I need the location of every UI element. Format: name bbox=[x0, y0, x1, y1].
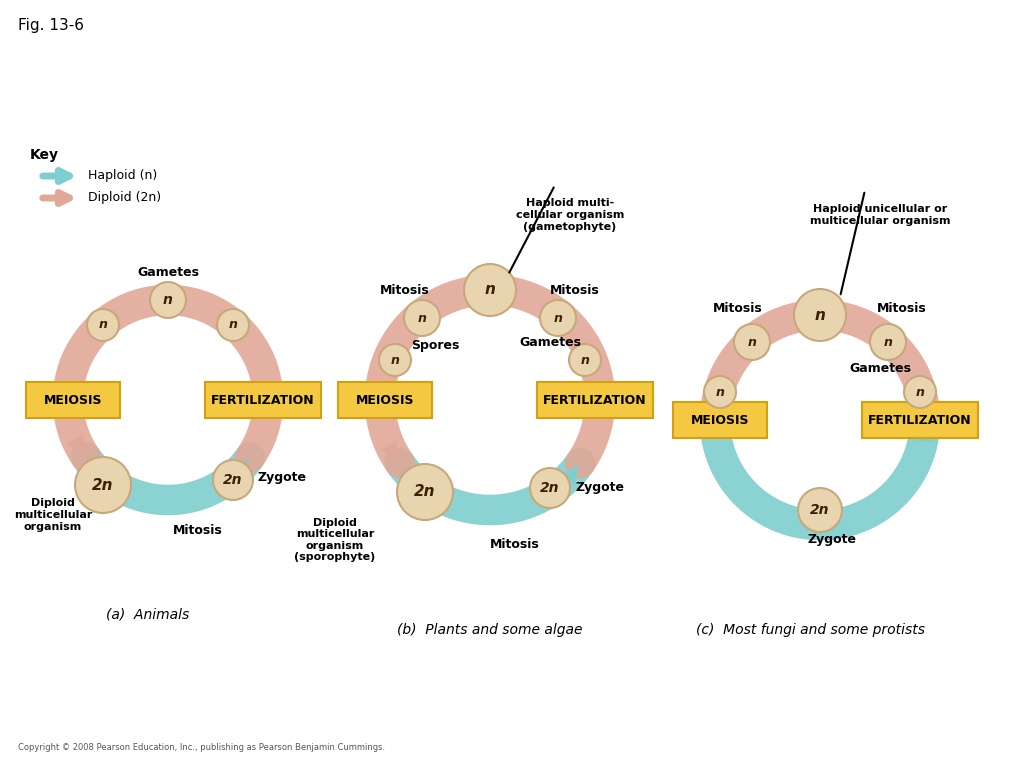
Circle shape bbox=[404, 300, 440, 336]
Circle shape bbox=[397, 464, 453, 520]
Text: MEIOSIS: MEIOSIS bbox=[44, 393, 102, 406]
Circle shape bbox=[904, 376, 936, 408]
Text: Spores: Spores bbox=[411, 339, 459, 352]
Text: n: n bbox=[748, 336, 757, 349]
FancyBboxPatch shape bbox=[338, 382, 432, 418]
FancyBboxPatch shape bbox=[205, 382, 321, 418]
FancyBboxPatch shape bbox=[673, 402, 767, 438]
Circle shape bbox=[734, 324, 770, 360]
Text: n: n bbox=[814, 307, 825, 323]
Text: Gametes: Gametes bbox=[849, 362, 911, 375]
Circle shape bbox=[705, 376, 736, 408]
Text: (c)  Most fungi and some protists: (c) Most fungi and some protists bbox=[695, 623, 925, 637]
Text: Haploid (n): Haploid (n) bbox=[88, 170, 158, 183]
Text: n: n bbox=[163, 293, 173, 307]
Text: 2n: 2n bbox=[810, 503, 829, 517]
Text: (a)  Animals: (a) Animals bbox=[106, 608, 189, 622]
Text: Diploid
multicellular
organism
(sporophyte): Diploid multicellular organism (sporophy… bbox=[294, 518, 376, 562]
Text: n: n bbox=[716, 386, 724, 399]
Text: Zygote: Zygote bbox=[808, 534, 856, 547]
Text: Haploid multi-
cellular organism
(gametophyte): Haploid multi- cellular organism (gameto… bbox=[516, 198, 625, 232]
Text: Diploid
multicellular
organism: Diploid multicellular organism bbox=[13, 498, 92, 531]
Text: Mitosis: Mitosis bbox=[490, 538, 540, 551]
Text: Mitosis: Mitosis bbox=[380, 283, 430, 296]
Text: 2n: 2n bbox=[415, 485, 436, 499]
Text: Diploid (2n): Diploid (2n) bbox=[88, 191, 161, 204]
Text: n: n bbox=[484, 283, 496, 297]
Text: MEIOSIS: MEIOSIS bbox=[355, 393, 415, 406]
Text: Gametes: Gametes bbox=[519, 336, 581, 349]
Text: Zygote: Zygote bbox=[258, 472, 307, 485]
Text: n: n bbox=[228, 319, 238, 332]
Circle shape bbox=[870, 324, 906, 360]
Text: Haploid unicellular or
multicellular organism: Haploid unicellular or multicellular org… bbox=[810, 204, 950, 226]
Text: n: n bbox=[581, 353, 590, 366]
Text: Mitosis: Mitosis bbox=[550, 283, 600, 296]
Text: FERTILIZATION: FERTILIZATION bbox=[211, 393, 314, 406]
Text: Copyright © 2008 Pearson Education, Inc., publishing as Pearson Benjamin Cumming: Copyright © 2008 Pearson Education, Inc.… bbox=[18, 743, 385, 753]
Text: FERTILIZATION: FERTILIZATION bbox=[868, 413, 972, 426]
Text: n: n bbox=[418, 312, 426, 325]
FancyBboxPatch shape bbox=[862, 402, 978, 438]
Text: FERTILIZATION: FERTILIZATION bbox=[543, 393, 647, 406]
Text: 2n: 2n bbox=[223, 473, 243, 487]
Circle shape bbox=[798, 488, 842, 532]
Circle shape bbox=[150, 282, 186, 318]
Text: n: n bbox=[915, 386, 925, 399]
Text: MEIOSIS: MEIOSIS bbox=[691, 413, 750, 426]
Circle shape bbox=[217, 309, 249, 341]
Text: n: n bbox=[554, 312, 562, 325]
Circle shape bbox=[540, 300, 575, 336]
Text: Mitosis: Mitosis bbox=[173, 524, 223, 537]
Text: Mitosis: Mitosis bbox=[878, 302, 927, 315]
Text: n: n bbox=[884, 336, 893, 349]
Circle shape bbox=[379, 344, 411, 376]
Circle shape bbox=[569, 344, 601, 376]
Text: Fig. 13-6: Fig. 13-6 bbox=[18, 18, 84, 33]
Circle shape bbox=[794, 289, 846, 341]
Text: 2n: 2n bbox=[541, 481, 560, 495]
FancyBboxPatch shape bbox=[537, 382, 653, 418]
FancyBboxPatch shape bbox=[26, 382, 120, 418]
Circle shape bbox=[464, 264, 516, 316]
Circle shape bbox=[75, 457, 131, 513]
Text: n: n bbox=[390, 353, 399, 366]
Circle shape bbox=[87, 309, 119, 341]
Text: (b)  Plants and some algae: (b) Plants and some algae bbox=[397, 623, 583, 637]
Text: 2n: 2n bbox=[92, 478, 114, 492]
Circle shape bbox=[213, 460, 253, 500]
Text: n: n bbox=[98, 319, 108, 332]
Circle shape bbox=[530, 468, 570, 508]
Text: Key: Key bbox=[30, 148, 59, 162]
Text: Gametes: Gametes bbox=[137, 266, 199, 279]
Text: Zygote: Zygote bbox=[575, 481, 624, 494]
Text: Mitosis: Mitosis bbox=[713, 302, 763, 315]
